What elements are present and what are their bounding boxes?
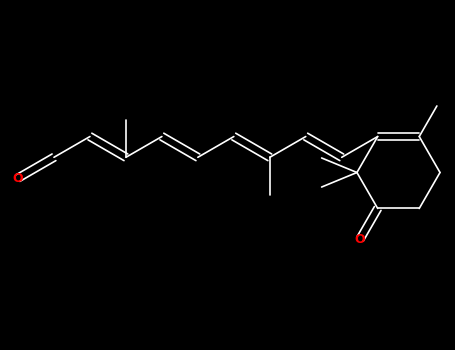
- Text: O: O: [13, 172, 23, 184]
- Text: O: O: [355, 232, 365, 246]
